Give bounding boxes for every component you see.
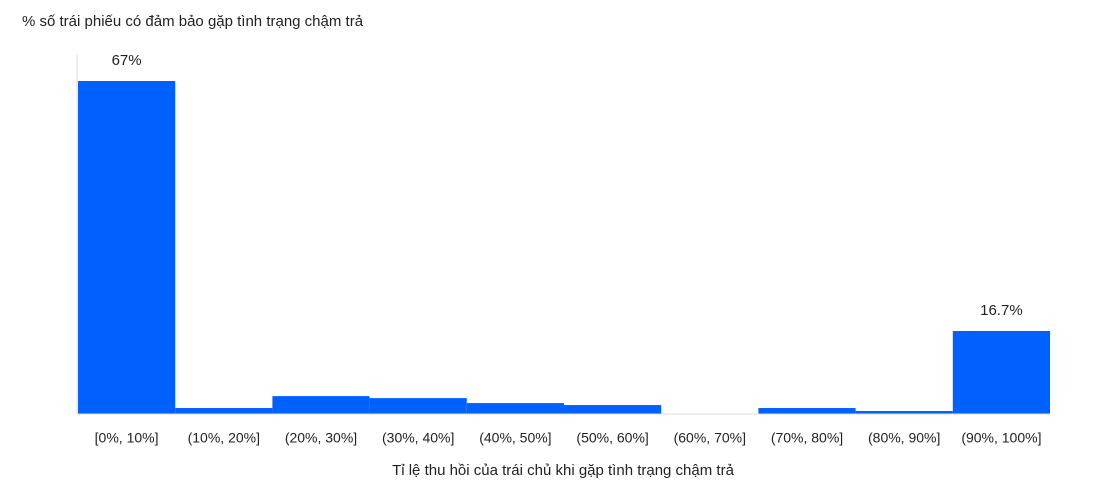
x-axis-title: Tỉ lệ thu hồi của trái chủ khi gặp tình … bbox=[392, 462, 735, 479]
x-tick-label: (20%, 30%] bbox=[285, 430, 357, 446]
x-tick-label: (30%, 40%] bbox=[382, 430, 454, 446]
x-tick-label: (90%, 100%] bbox=[961, 430, 1041, 446]
bar bbox=[758, 408, 856, 414]
x-tick-label: [0%, 10%] bbox=[95, 430, 159, 446]
bar bbox=[175, 408, 273, 414]
bar bbox=[952, 330, 1050, 414]
x-tick-label: (70%, 80%] bbox=[771, 430, 843, 446]
value-label: 67% bbox=[112, 52, 142, 69]
bar bbox=[855, 411, 953, 414]
bar bbox=[78, 81, 176, 414]
x-tick-label: (50%, 60%] bbox=[576, 430, 648, 446]
bar bbox=[272, 396, 370, 414]
x-tick-label: (10%, 20%] bbox=[188, 430, 260, 446]
x-tick-label: (40%, 50%] bbox=[479, 430, 551, 446]
bar bbox=[369, 398, 467, 414]
y-axis-title: % số trái phiếu có đảm bảo gặp tình trạn… bbox=[22, 13, 364, 30]
bar bbox=[466, 403, 564, 414]
x-tick-label: (80%, 90%] bbox=[868, 430, 940, 446]
x-tick-label: (60%, 70%] bbox=[674, 430, 746, 446]
bar bbox=[564, 405, 662, 414]
value-label: 16.7% bbox=[980, 302, 1023, 319]
